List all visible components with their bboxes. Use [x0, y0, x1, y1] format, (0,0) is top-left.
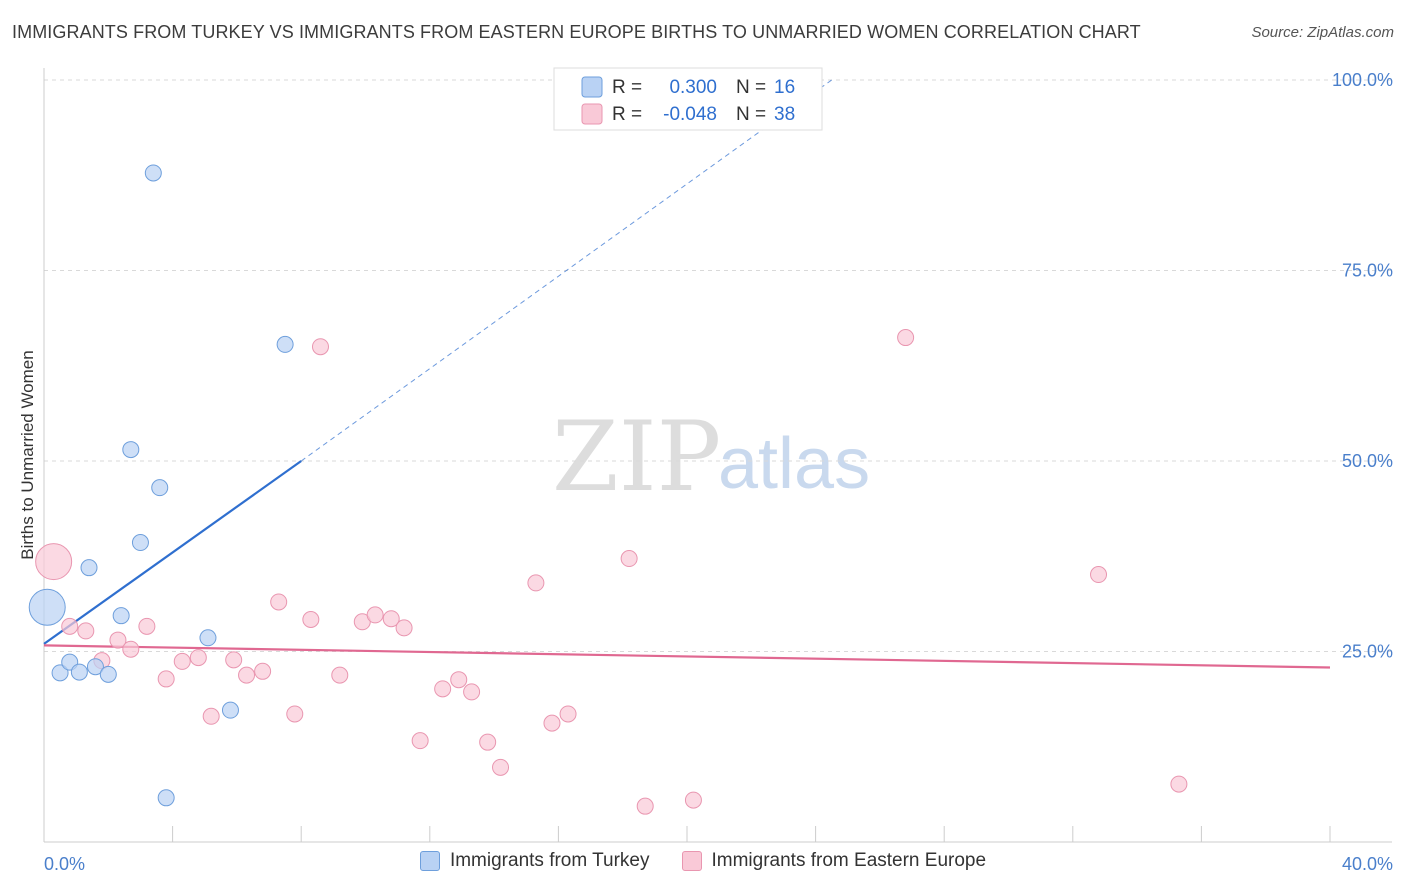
point-eeurope [238, 666, 256, 684]
legend-swatch-turkey [581, 76, 603, 98]
point-eeurope [395, 619, 413, 637]
x-tick-label-min: 0.0% [44, 854, 85, 874]
point-eeurope [450, 671, 468, 689]
x-tick-label-max: 40.0% [1342, 854, 1393, 874]
point-eeurope [543, 714, 561, 732]
point-eeurope [620, 550, 638, 568]
point-eeurope [189, 649, 207, 667]
trend-line-turkey-extension [300, 79, 832, 462]
point-turkey [221, 701, 239, 719]
point-eeurope [366, 606, 384, 624]
point-eeurope [173, 652, 191, 670]
point-eeurope [434, 680, 452, 698]
point-turkey [51, 664, 69, 682]
trend-line-eeurope [43, 644, 1331, 669]
y-tick-label-50: 50.0% [1342, 451, 1393, 471]
legend-swatch-eeurope-bottom [681, 851, 702, 871]
stats-legend: R = 0.300 N = 16 R = -0.048 N = 38 [553, 67, 823, 131]
point-eeurope [157, 670, 175, 688]
point-turkey [122, 441, 140, 459]
data-points [28, 164, 1188, 815]
axes [43, 68, 1392, 843]
point-eeurope [1170, 775, 1188, 793]
legend-label-eeurope: Immigrants from Eastern Europe [711, 850, 987, 871]
point-eeurope [302, 610, 320, 628]
legend-r-value-turkey: 0.300 [669, 77, 717, 98]
legend-r-value-eeurope: -0.048 [663, 104, 717, 125]
point-eeurope [77, 622, 95, 640]
point-eeurope [479, 733, 497, 751]
legend-swatch-turkey-bottom [419, 851, 440, 871]
point-turkey [157, 789, 175, 807]
y-tick-label-100: 100.0% [1332, 70, 1393, 90]
point-eeurope [311, 338, 329, 356]
point-eeurope [527, 574, 545, 592]
legend-item-turkey: Immigrants from Turkey [419, 850, 650, 872]
point-eeurope [109, 631, 127, 649]
point-turkey [144, 164, 162, 182]
y-tick-label-25: 25.0% [1342, 642, 1393, 662]
point-turkey [28, 588, 66, 626]
watermark: ZIP atlas [552, 401, 870, 513]
point-turkey [276, 335, 294, 353]
point-eeurope [202, 707, 220, 725]
point-turkey [112, 607, 130, 625]
point-eeurope [684, 791, 702, 809]
point-eeurope [897, 329, 915, 347]
legend-n-label-eeurope: N = [736, 104, 766, 125]
point-eeurope [492, 758, 510, 776]
watermark-zip: ZIP [552, 401, 721, 513]
point-turkey [70, 663, 88, 681]
point-eeurope [331, 666, 349, 684]
legend-r-label-turkey: R = [612, 77, 642, 98]
point-eeurope [463, 683, 481, 701]
point-turkey [199, 629, 217, 647]
watermark-atlas: atlas [718, 424, 870, 504]
trend-line-turkey [43, 460, 302, 645]
series-legend: Immigrants from Turkey Immigrants from E… [0, 850, 1406, 872]
legend-n-value-eeurope: 38 [774, 104, 795, 125]
legend-item-eeurope: Immigrants from Eastern Europe [681, 850, 987, 872]
point-eeurope [225, 651, 243, 669]
point-eeurope [382, 610, 400, 628]
point-turkey [131, 534, 149, 552]
point-eeurope [138, 617, 156, 635]
y-tick-label-75: 75.0% [1342, 261, 1393, 281]
tick-labels: 0.0% 40.0% 25.0% 50.0% 75.0% 100.0% [44, 70, 1393, 874]
point-eeurope [35, 543, 73, 581]
point-eeurope [636, 797, 654, 815]
legend-n-label-turkey: N = [736, 77, 766, 98]
chart-title: IMMIGRANTS FROM TURKEY VS IMMIGRANTS FRO… [12, 22, 1141, 42]
point-eeurope [61, 617, 79, 635]
point-eeurope [286, 705, 304, 723]
point-eeurope [1090, 566, 1108, 584]
point-turkey [151, 479, 169, 497]
point-eeurope [122, 640, 140, 658]
grid-lines [44, 79, 1392, 842]
chart-source: Source: ZipAtlas.com [1251, 24, 1394, 41]
point-eeurope [559, 705, 577, 723]
legend-r-label-eeurope: R = [612, 104, 642, 125]
point-turkey [86, 658, 104, 676]
legend-label-turkey: Immigrants from Turkey [449, 850, 650, 871]
trend-lines [43, 79, 1331, 669]
legend-swatch-eeurope [581, 103, 603, 125]
point-eeurope [254, 662, 272, 680]
point-eeurope [411, 732, 429, 750]
point-turkey [80, 559, 98, 577]
legend-n-value-turkey: 16 [774, 77, 795, 98]
point-turkey [99, 665, 117, 683]
point-eeurope [270, 593, 288, 611]
